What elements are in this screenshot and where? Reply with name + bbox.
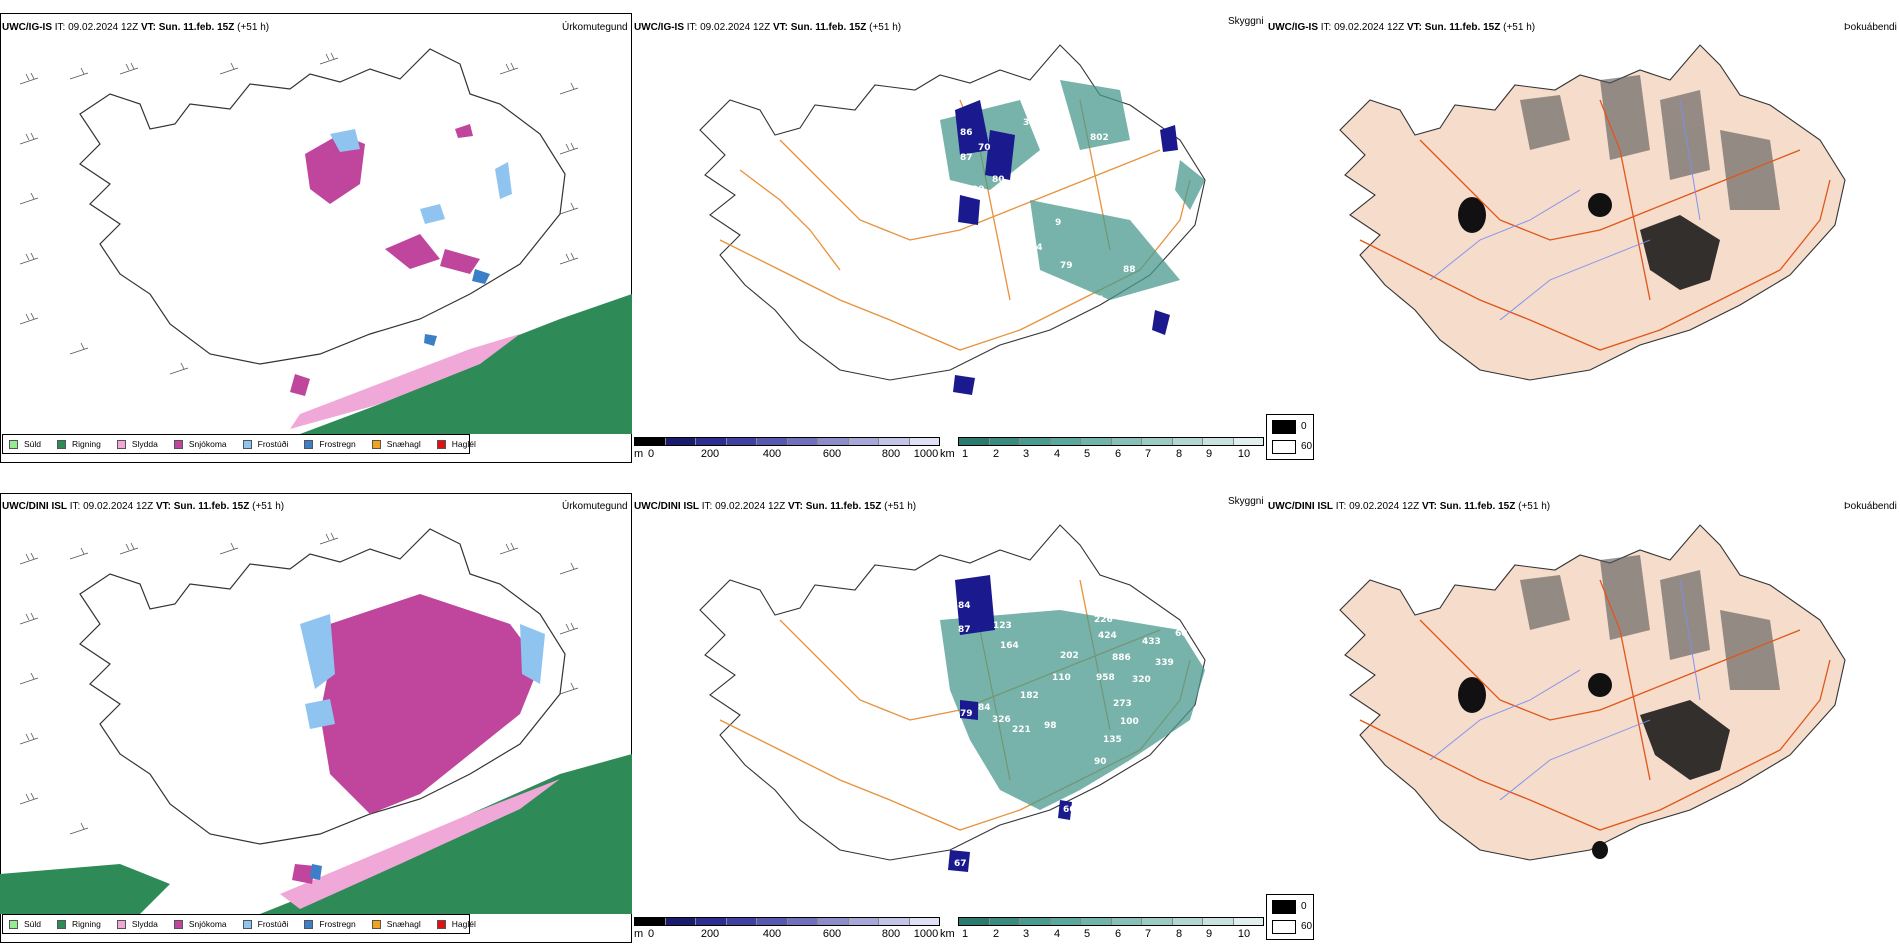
svg-text:424: 424: [1098, 631, 1117, 641]
sleet-area-1: [290, 334, 520, 429]
svg-text:81: 81: [952, 255, 965, 265]
precip-legend-1: Súld Rigning Slydda Snjókoma Frostúði Fr…: [2, 434, 476, 454]
panel-title-precip-1: Úrkomutegund: [562, 22, 628, 33]
svg-text:84: 84: [958, 601, 971, 611]
svg-text:70: 70: [978, 143, 991, 153]
svg-text:79: 79: [960, 709, 973, 719]
svg-text:79: 79: [1060, 261, 1073, 271]
visibility-m-scale-2: m 0 200 400 600 800 1000: [634, 917, 940, 943]
precip-map-2: [0, 528, 632, 914]
svg-text:958: 958: [1096, 673, 1115, 683]
svg-text:202: 202: [1060, 651, 1079, 661]
header-fog-2: UWC/DINI ISL IT: 09.02.2024 12Z VT: Sun.…: [1268, 501, 1551, 512]
svg-text:90: 90: [1094, 757, 1107, 767]
fog-rivers-1: [1429, 99, 1701, 321]
svg-text:91: 91: [1092, 295, 1105, 305]
scale-unit-km-1: km: [940, 448, 955, 460]
svg-text:802: 802: [1090, 133, 1109, 143]
svg-text:433: 433: [1142, 637, 1161, 647]
svg-text:46: 46: [1060, 333, 1073, 343]
svg-text:86: 86: [960, 128, 973, 138]
legend-item-slydda: Slydda: [116, 439, 158, 449]
svg-text:100: 100: [1120, 717, 1139, 727]
svg-text:221: 221: [1012, 725, 1031, 735]
iceland-outline-1: [79, 48, 566, 365]
svg-text:320: 320: [1132, 675, 1151, 685]
header-fog-1: UWC/IG-IS IT: 09.02.2024 12Z VT: Sun. 11…: [1268, 22, 1536, 33]
snow-patches-1: [290, 124, 512, 396]
fog-map-1: [1339, 44, 1846, 381]
svg-text:339: 339: [1155, 658, 1174, 668]
legend-item-frostregn: Frostregn: [304, 439, 356, 449]
svg-text:66: 66: [1063, 805, 1076, 815]
fog-legend-2: 0 60: [1266, 894, 1314, 940]
visibility-map-1: 86 87 70 99 80 414 81 81 42 44 802 66 15…: [699, 44, 1206, 405]
svg-text:42: 42: [890, 249, 903, 259]
svg-text:1: 1: [1145, 223, 1151, 233]
svg-text:99: 99: [972, 185, 985, 195]
svg-text:164: 164: [1000, 641, 1019, 651]
precip-map-1: [19, 48, 632, 434]
svg-text:67: 67: [954, 859, 967, 869]
svg-text:55: 55: [952, 395, 965, 405]
legend-item-haglel: Haglél: [436, 439, 476, 449]
svg-text:135: 135: [1103, 735, 1122, 745]
rain-area-2b: [0, 864, 170, 914]
header-precip-2: UWC/DINI ISL IT: 09.02.2024 12Z VT: Sun.…: [2, 501, 285, 512]
legend-item-snaehagl: Snæhagl: [371, 439, 421, 449]
dark-vis-1: [953, 100, 1178, 395]
panel-title-visibility-1: Skyggni: [1228, 16, 1264, 27]
panel-title-precip-2: Úrkomutegund: [562, 501, 628, 512]
scale-unit-m-1: m: [634, 448, 644, 460]
wind-barbs-2: [19, 532, 579, 835]
svg-text:88: 88: [1123, 265, 1136, 275]
fog-roads-1: [1359, 99, 1831, 351]
visibility-km-scale-2: km 1 2 3 4 5 6 7 8 9 10: [940, 917, 1266, 943]
sleet-area-2: [280, 779, 560, 909]
precip-legend-2: Súld Rigning Slydda Snjókoma Frostúði Fr…: [2, 914, 476, 934]
svg-text:84: 84: [978, 703, 991, 713]
svg-text:182: 182: [1020, 691, 1039, 701]
svg-text:66: 66: [1173, 151, 1186, 161]
freezing-drizzle-2: [300, 614, 545, 729]
svg-text:15: 15: [1018, 263, 1031, 273]
svg-text:87: 87: [958, 625, 971, 635]
panel-title-fog-2: Þokuábendi: [1844, 501, 1897, 512]
header-visibility-2: UWC/DINI ISL IT: 09.02.2024 12Z VT: Sun.…: [634, 501, 917, 512]
panel-title-fog-1: Þokuábendi: [1844, 22, 1897, 33]
visibility-m-scale-1: m 0 200 400 600 800 1000: [634, 437, 940, 463]
legend-item-rigning: Rigning: [57, 439, 101, 449]
svg-text:414: 414: [996, 198, 1015, 208]
legend-item-sudl: Súld: [9, 439, 41, 449]
precip-panel-frame-1: [0, 13, 632, 463]
precip-panel-frame-2: [0, 493, 632, 943]
svg-text:110: 110: [1052, 673, 1071, 683]
visibility-km-scale-1: km 1 2 3 4 5 6 7 8 9 10: [940, 437, 1266, 463]
svg-text:886: 886: [1112, 653, 1131, 663]
svg-text:326: 326: [992, 715, 1011, 725]
svg-text:81: 81: [966, 243, 979, 253]
svg-text:60: 60: [1175, 629, 1188, 639]
svg-text:80: 80: [992, 175, 1005, 185]
svg-text:9: 9: [1055, 218, 1061, 228]
snow-area-2: [320, 594, 540, 814]
fog-legend-1: 0 60: [1266, 414, 1314, 460]
svg-text:315: 315: [1087, 599, 1106, 609]
svg-text:44: 44: [1030, 243, 1043, 253]
panel-title-visibility-2: Skyggni: [1228, 496, 1264, 507]
legend-item-snjokoma: Snjókoma: [173, 439, 227, 449]
svg-text:123: 123: [993, 621, 1012, 631]
header-precip-1: UWC/IG-IS IT: 09.02.2024 12Z VT: Sun. 11…: [2, 22, 270, 33]
svg-text:38: 38: [1023, 118, 1036, 128]
vis-labels-1: 86 87 70 99 80 414 81 81 42 44 802 66 15…: [890, 118, 1186, 405]
legend-item-frostudi: Frostúði: [242, 439, 288, 449]
svg-text:226: 226: [1094, 615, 1113, 625]
header-visibility-1: UWC/IG-IS IT: 09.02.2024 12Z VT: Sun. 11…: [634, 22, 902, 33]
svg-text:98: 98: [1044, 721, 1057, 731]
fog-map-2: [1339, 524, 1846, 861]
visibility-map-2: 84 87 123 164 79 84 326 221 98 110 182 2…: [699, 524, 1206, 872]
svg-text:273: 273: [1113, 699, 1132, 709]
fog-black-1: [1458, 193, 1720, 290]
svg-text:87: 87: [960, 153, 973, 163]
